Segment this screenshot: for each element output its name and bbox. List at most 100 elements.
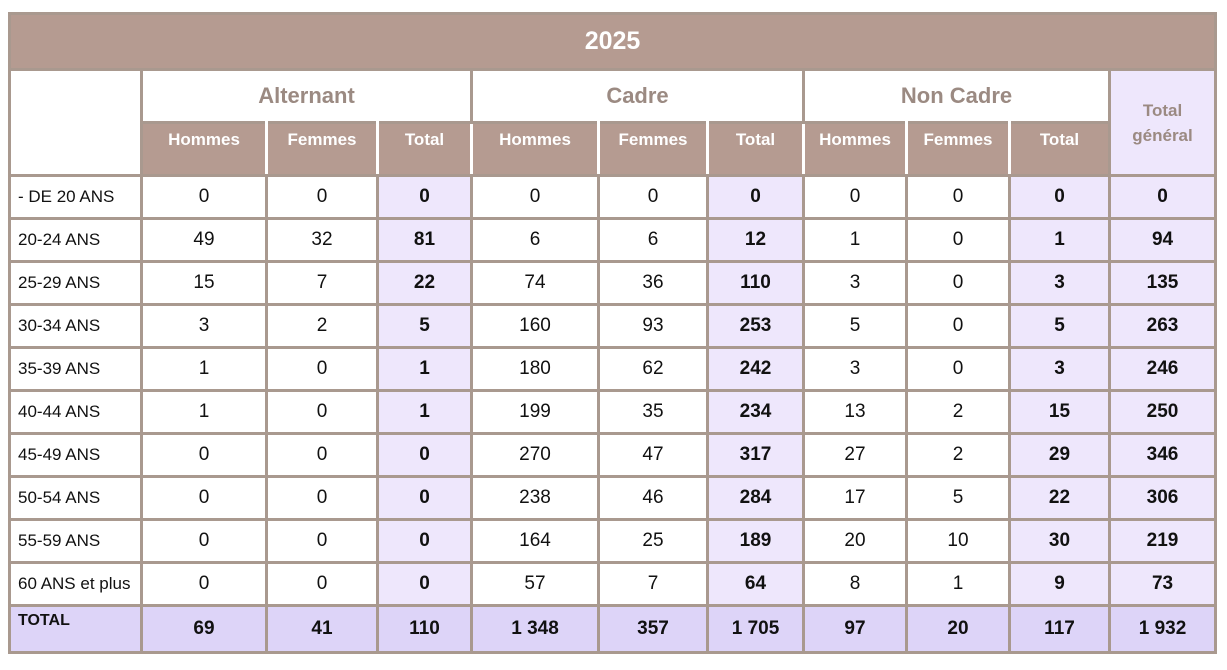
cell: 74 — [470, 260, 600, 306]
cell: 0 — [905, 217, 1011, 263]
cell: 250 — [1107, 389, 1218, 435]
subheader: Femmes — [597, 121, 709, 177]
group-header: Non Cadre — [802, 68, 1111, 123]
cell: 0 — [376, 518, 473, 564]
cell: 36 — [597, 260, 709, 306]
cell: 32 — [265, 217, 379, 263]
cell: 0 — [376, 174, 473, 220]
cell: 284 — [706, 475, 805, 521]
cell: 1 — [376, 389, 473, 435]
cell: 164 — [470, 518, 600, 564]
cell: 317 — [706, 432, 805, 478]
data-row: 45-49 ANS 0 0 0 270 47 317 27 2 29 346 — [8, 432, 1218, 478]
cell: 0 — [905, 303, 1011, 349]
cell: 10 — [905, 518, 1011, 564]
cell: 0 — [376, 475, 473, 521]
title-row: 2025 — [7, 12, 1218, 71]
table-container: 2025 Alternant Cadre Non Cadre Total général… — [7, 12, 1218, 654]
total-row: TOTAL 69 41 110 1 348 357 1 705 97 20 117 1 932 — [8, 604, 1218, 654]
table-body: 2025 Alternant Cadre Non Cadre Total général… — [7, 12, 1218, 654]
subheader: Femmes — [905, 121, 1011, 177]
cell: 0 — [265, 518, 379, 564]
cell: 94 — [1107, 217, 1218, 263]
row-label: 40-44 ANS — [8, 389, 143, 435]
cell: 2 — [265, 303, 379, 349]
subheader-row: Hommes Femmes Total Hommes Femmes Total Hommes… — [10, 121, 1216, 177]
cell: 0 — [140, 561, 268, 607]
cell: 20 — [802, 518, 908, 564]
cell: 20 — [905, 604, 1011, 654]
cell: 117 — [1008, 604, 1111, 654]
cell: 0 — [140, 475, 268, 521]
cell: 199 — [470, 389, 600, 435]
cell: 1 348 — [470, 604, 600, 654]
cell: 6 — [597, 217, 709, 263]
cell: 346 — [1107, 432, 1218, 478]
cell: 1 — [140, 346, 268, 392]
cell: 81 — [376, 217, 473, 263]
table: 2025 Alternant Cadre Non Cadre Total général… — [7, 12, 1218, 654]
cell: 0 — [802, 174, 908, 220]
cell: 0 — [1107, 174, 1218, 220]
cell: 1 — [376, 346, 473, 392]
row-label: 35-39 ANS — [8, 346, 143, 392]
row-label: 60 ANS et plus — [8, 561, 143, 607]
cell: 0 — [905, 174, 1011, 220]
group-header: Cadre — [470, 68, 805, 123]
cell: 97 — [802, 604, 908, 654]
cell: 17 — [802, 475, 908, 521]
cell: 3 — [140, 303, 268, 349]
cell: 5 — [905, 475, 1011, 521]
cell: 64 — [706, 561, 805, 607]
cell: 8 — [802, 561, 908, 607]
cell: 135 — [1107, 260, 1218, 306]
cell: 1 — [905, 561, 1011, 607]
cell: 69 — [140, 604, 268, 654]
cell: 2 — [905, 389, 1011, 435]
cell: 7 — [265, 260, 379, 306]
total-header: Total général — [1107, 68, 1218, 177]
cell: 9 — [1008, 561, 1111, 607]
cell: 160 — [470, 303, 600, 349]
cell: 5 — [802, 303, 908, 349]
data-row: 30-34 ANS 3 2 5 160 93 253 5 0 5 263 — [8, 303, 1218, 349]
cell: 0 — [470, 174, 600, 220]
cell: 49 — [140, 217, 268, 263]
row-label: - DE 20 ANS — [8, 174, 143, 220]
cell: 13 — [802, 389, 908, 435]
cell: 219 — [1107, 518, 1218, 564]
cell: 253 — [706, 303, 805, 349]
cell: 0 — [905, 260, 1011, 306]
data-row: 60 ANS et plus 0 0 0 57 7 64 8 1 9 73 — [8, 561, 1218, 607]
cell: 73 — [1107, 561, 1218, 607]
cell: 0 — [376, 432, 473, 478]
subheader: Total — [376, 121, 473, 177]
cell: 46 — [597, 475, 709, 521]
cell: 0 — [265, 346, 379, 392]
group-row: Alternant Cadre Non Cadre Total général — [8, 68, 1218, 177]
row-label: 30-34 ANS — [8, 303, 143, 349]
cell: 110 — [376, 604, 473, 654]
cell: 1 — [802, 217, 908, 263]
cell: 29 — [1008, 432, 1111, 478]
cell: 1 705 — [706, 604, 805, 654]
cell: 0 — [265, 561, 379, 607]
cell: 3 — [1008, 346, 1111, 392]
subheader: Hommes — [140, 121, 268, 177]
cell: 306 — [1107, 475, 1218, 521]
cell: 41 — [265, 604, 379, 654]
cell: 15 — [140, 260, 268, 306]
subheader: Total — [1008, 121, 1111, 177]
cell: 93 — [597, 303, 709, 349]
cell: 5 — [1008, 303, 1111, 349]
cell: 35 — [597, 389, 709, 435]
cell: 3 — [802, 260, 908, 306]
cell: 242 — [706, 346, 805, 392]
row-label: 20-24 ANS — [8, 217, 143, 263]
cell: 0 — [265, 432, 379, 478]
cell: 27 — [802, 432, 908, 478]
cell: 234 — [706, 389, 805, 435]
cell: 1 — [1008, 217, 1111, 263]
cell: 0 — [265, 475, 379, 521]
